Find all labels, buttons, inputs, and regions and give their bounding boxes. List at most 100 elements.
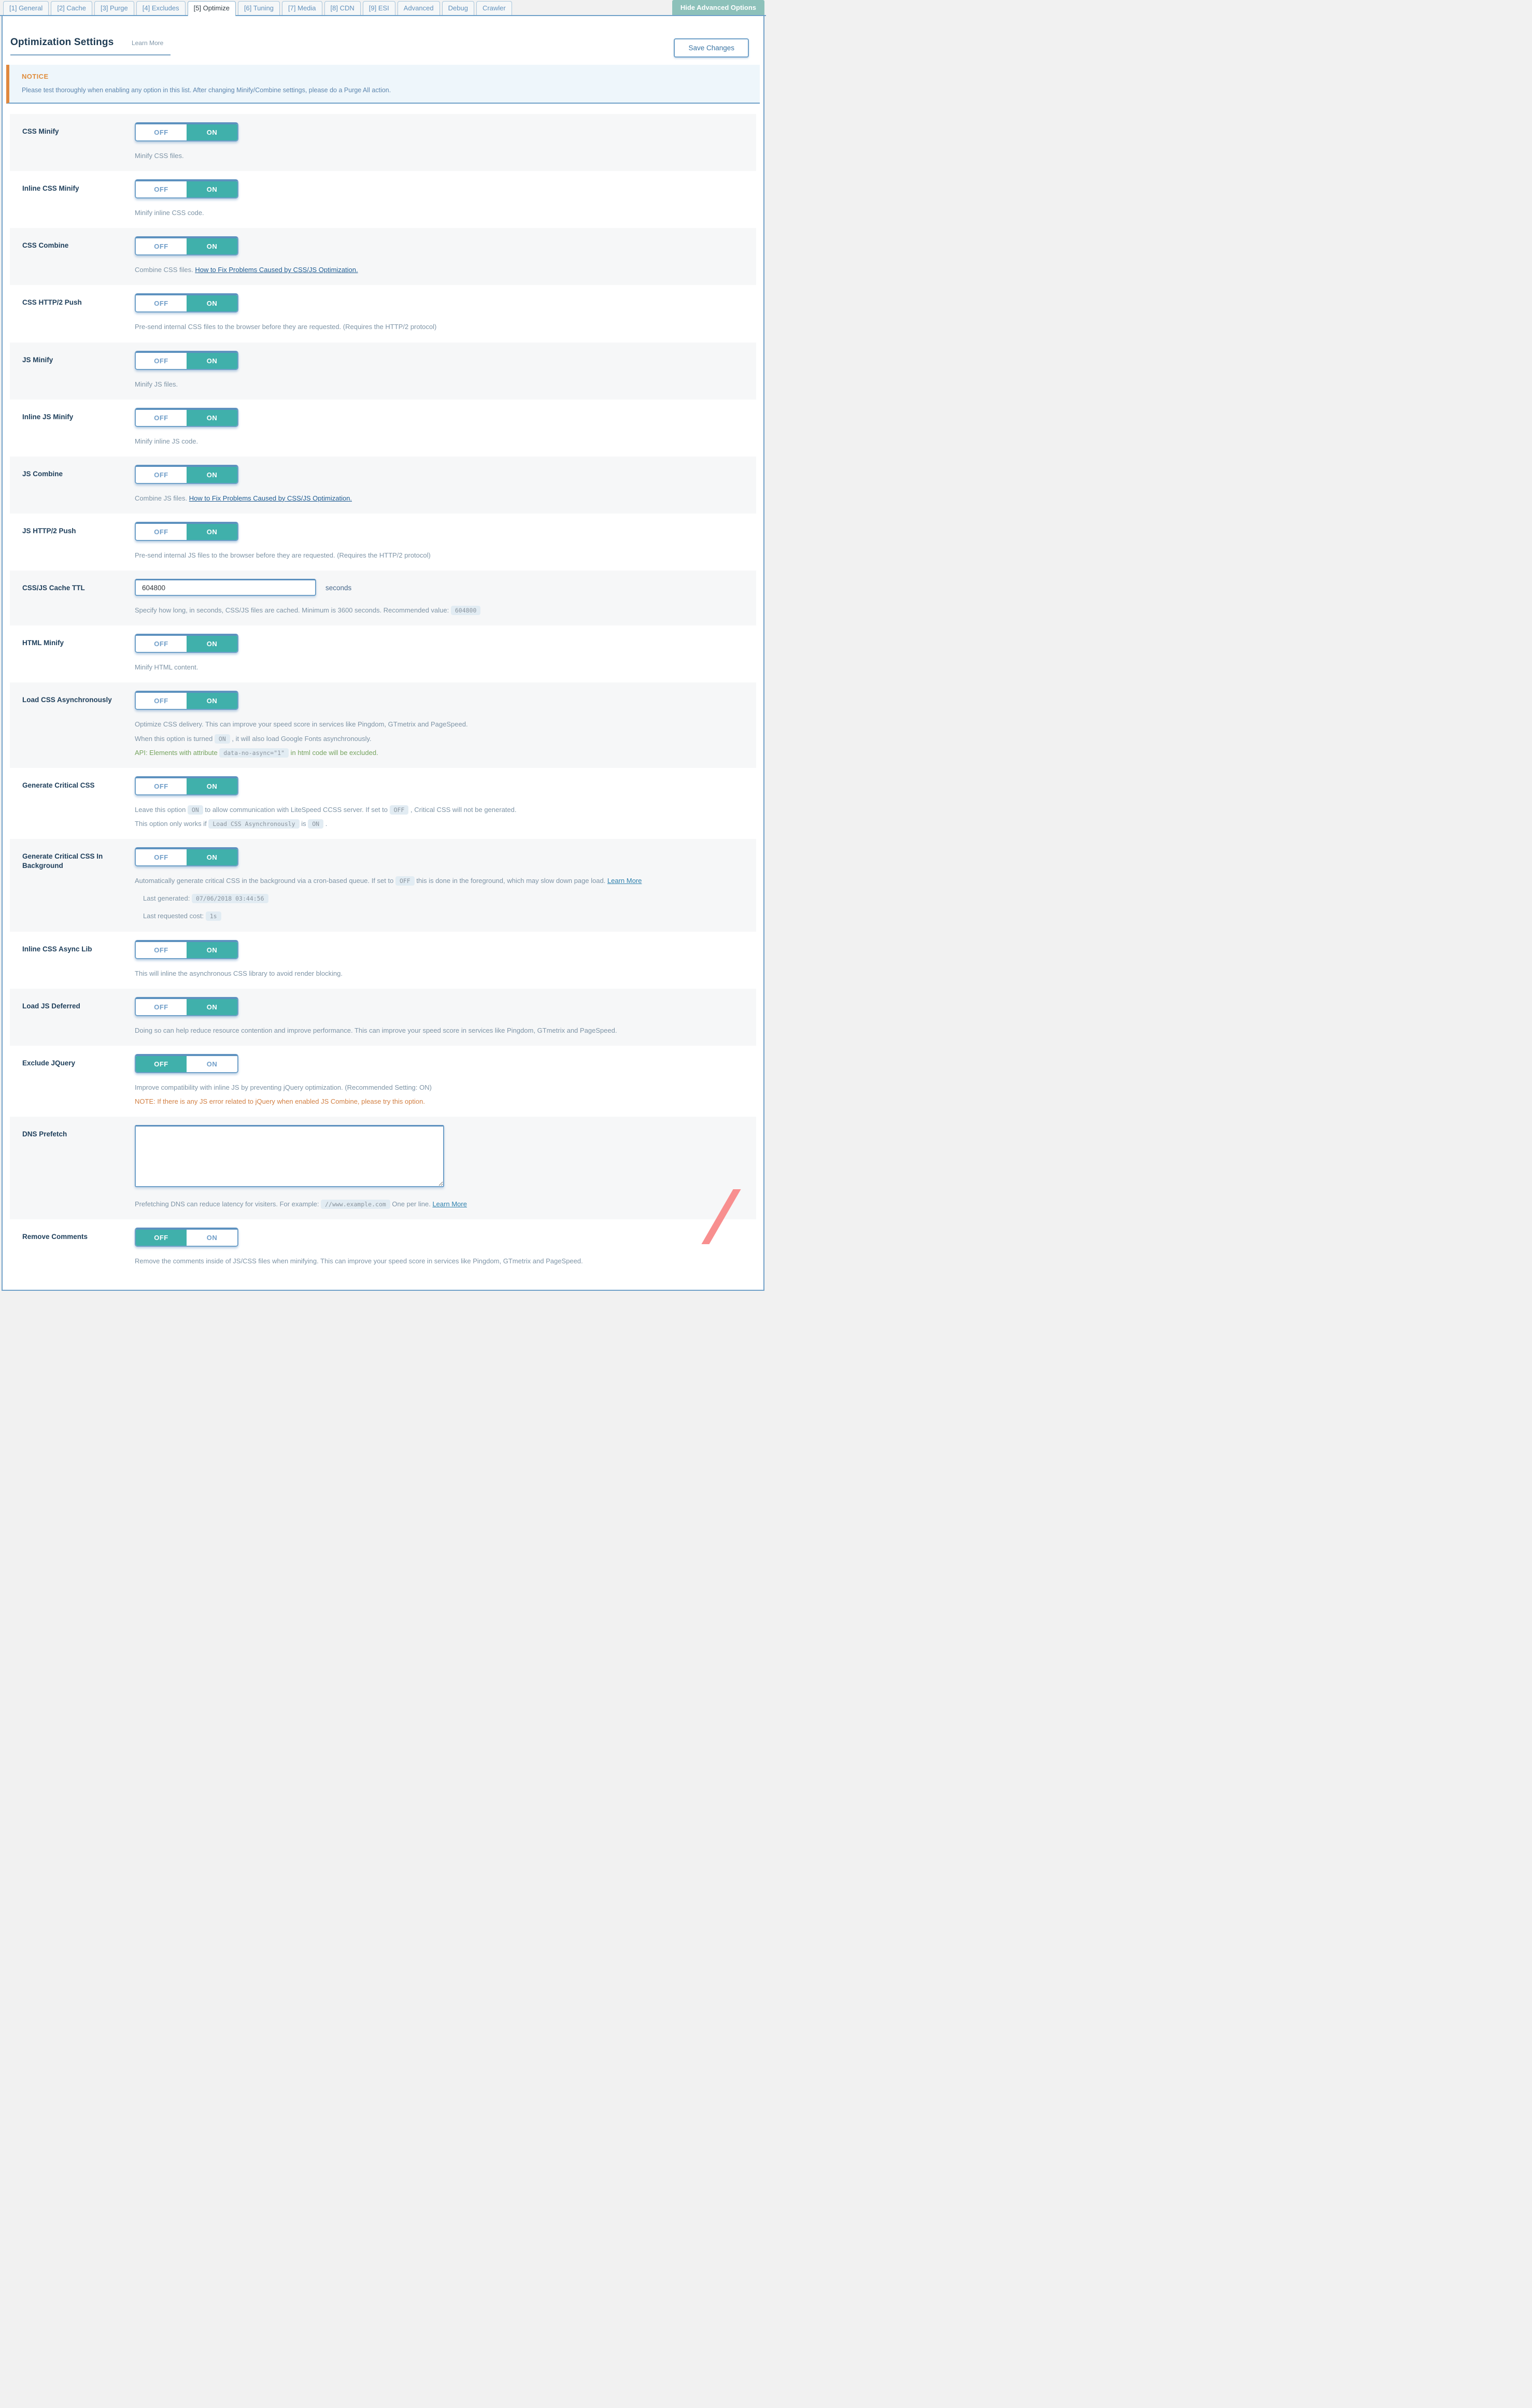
toggle-off-button[interactable]: OFF: [136, 409, 187, 426]
description-line: This option only works if Load CSS Async…: [135, 819, 741, 829]
toggle-on-button[interactable]: ON: [187, 778, 237, 794]
generate-critical-css-toggle[interactable]: OFF ON: [135, 776, 238, 795]
toggle-off-button[interactable]: OFF: [136, 466, 187, 483]
tab-6-tuning[interactable]: [6] Tuning: [237, 1, 280, 15]
tab-9-esi[interactable]: [9] ESI: [362, 1, 395, 15]
toggle-off-button[interactable]: OFF: [136, 238, 187, 255]
load-css-asynchronously-toggle[interactable]: OFF ON: [135, 691, 238, 710]
learn-more-link[interactable]: Learn More: [432, 1200, 467, 1208]
setting-row-inline-js-minify: Inline JS Minify OFF ON Minify inline JS co…: [10, 399, 756, 457]
toggle-on-button[interactable]: ON: [187, 238, 237, 255]
hide-advanced-options-button[interactable]: Hide Advanced Options: [672, 0, 764, 15]
setting-row-load-css-asynchronously: Load CSS Asynchronously OFF ON Optimize CSS…: [10, 682, 756, 768]
description-text: Minify CSS files.: [135, 152, 184, 160]
setting-label: Inline JS Minify: [22, 412, 74, 421]
js-http-2-push-toggle[interactable]: OFF ON: [135, 521, 238, 541]
header-learn-more-link[interactable]: Learn More: [131, 39, 164, 47]
toggle-on-button[interactable]: ON: [187, 409, 237, 426]
css-js-cache-ttl-input[interactable]: [135, 579, 316, 596]
description-text: Pre-send internal CSS files to the brows…: [135, 323, 437, 331]
toggle-off-button[interactable]: OFF: [136, 1056, 187, 1072]
css-http-2-push-toggle[interactable]: OFF ON: [135, 293, 238, 313]
description-line: Last generated: 07/06/2018 03:44:56: [143, 893, 741, 904]
inline-css-minify-toggle[interactable]: OFF ON: [135, 179, 238, 199]
remove-comments-toggle[interactable]: OFF ON: [135, 1228, 238, 1247]
html-minify-toggle[interactable]: OFF ON: [135, 634, 238, 653]
css-combine-toggle[interactable]: OFF ON: [135, 236, 238, 256]
toggle-on-button[interactable]: ON: [187, 124, 237, 140]
learn-more-link[interactable]: Learn More: [607, 877, 642, 885]
setting-control-area: OFF ON Minify inline JS code.: [135, 407, 741, 450]
setting-row-css-http-2-push: CSS HTTP/2 Push OFF ON Pre-send internal CS…: [10, 285, 756, 343]
toggle-off-button[interactable]: OFF: [136, 523, 187, 540]
toggle-on-button[interactable]: ON: [187, 693, 237, 709]
tab-crawler[interactable]: Crawler: [476, 1, 512, 15]
setting-control-area: OFF ON Minify JS files.: [135, 350, 741, 393]
toggle-off-button[interactable]: OFF: [136, 636, 187, 652]
code-snippet: //www.example.com: [321, 1200, 390, 1209]
toggle-off-button[interactable]: OFF: [136, 352, 187, 369]
setting-row-exclude-jquery: Exclude JQuery OFF ON Improve compatibility…: [10, 1045, 756, 1117]
description-line: When this option is turned ON , it will …: [135, 734, 741, 744]
setting-description: Pre-send internal JS files to the browse…: [135, 550, 741, 561]
toggle-on-button[interactable]: ON: [187, 1056, 237, 1072]
inline-css-async-lib-toggle[interactable]: OFF ON: [135, 939, 238, 959]
description-text: NOTE: If there is any JS error related t…: [135, 1097, 425, 1105]
exclude-jquery-toggle[interactable]: OFF ON: [135, 1053, 238, 1073]
page-title: Optimization Settings: [10, 37, 114, 48]
toggle-off-button[interactable]: OFF: [136, 693, 187, 709]
how-to-fix-problems-caused-by-css-js-optimization-link[interactable]: How to Fix Problems Caused by CSS/JS Opt…: [189, 494, 352, 502]
toggle-on-button[interactable]: ON: [187, 999, 237, 1015]
toggle-off-button[interactable]: OFF: [136, 295, 187, 312]
tab-advanced[interactable]: Advanced: [397, 1, 440, 15]
js-minify-toggle[interactable]: OFF ON: [135, 350, 238, 370]
setting-description: Pre-send internal CSS files to the brows…: [135, 322, 741, 332]
tab-1-general[interactable]: [1] General: [3, 1, 49, 15]
toggle-on-button[interactable]: ON: [187, 295, 237, 312]
setting-control-area: OFF ON This will inline the asynchronous C…: [135, 939, 741, 982]
page-header: Optimization Settings Learn More Save Ch…: [3, 16, 763, 59]
inline-js-minify-toggle[interactable]: OFF ON: [135, 407, 238, 427]
toggle-on-button[interactable]: ON: [187, 466, 237, 483]
toggle-off-button[interactable]: OFF: [136, 999, 187, 1015]
toggle-on-button[interactable]: ON: [187, 636, 237, 652]
tab-8-cdn[interactable]: [8] CDN: [324, 1, 361, 15]
toggle-off-button[interactable]: OFF: [136, 778, 187, 794]
css-minify-toggle[interactable]: OFF ON: [135, 122, 238, 141]
toggle-off-button[interactable]: OFF: [136, 124, 187, 140]
setting-row-html-minify: HTML Minify OFF ON Minify HTML content.: [10, 625, 756, 683]
description-text: Improve compatibility with inline JS by …: [135, 1083, 432, 1091]
load-js-deferred-toggle[interactable]: OFF ON: [135, 996, 238, 1016]
toggle-on-button[interactable]: ON: [187, 352, 237, 369]
tab-5-optimize[interactable]: [5] Optimize: [187, 1, 236, 16]
dns-prefetch-textarea[interactable]: [135, 1125, 444, 1188]
save-changes-button[interactable]: Save Changes: [674, 38, 749, 58]
setting-label: HTML Minify: [22, 639, 64, 647]
toggle-on-button[interactable]: ON: [187, 1230, 237, 1246]
toggle-on-button[interactable]: ON: [187, 849, 237, 866]
notice-title: NOTICE: [22, 73, 49, 80]
setting-row-generate-critical-css-in-background: Generate Critical CSS In Background OFF ON…: [10, 839, 756, 932]
setting-description: Combine CSS files. How to Fix Problems C…: [135, 265, 741, 275]
tab-debug[interactable]: Debug: [442, 1, 474, 15]
toggle-on-button[interactable]: ON: [187, 181, 237, 198]
tab-4-excludes[interactable]: [4] Excludes: [136, 1, 186, 15]
description-text: , Critical CSS will not be generated.: [408, 805, 517, 814]
js-combine-toggle[interactable]: OFF ON: [135, 464, 238, 484]
tab-3-purge[interactable]: [3] Purge: [94, 1, 134, 15]
setting-label: Exclude JQuery: [22, 1059, 76, 1067]
tab-7-media[interactable]: [7] Media: [282, 1, 322, 15]
settings-container: Optimization Settings Learn More Save Ch…: [2, 16, 764, 1291]
how-to-fix-problems-caused-by-css-js-optimization-link[interactable]: How to Fix Problems Caused by CSS/JS Opt…: [195, 266, 358, 274]
description-line: Minify inline CSS code.: [135, 208, 741, 218]
generate-critical-css-in-background-toggle[interactable]: OFF ON: [135, 847, 238, 867]
setting-control-area: OFF ON Combine CSS files. How to Fix Probl…: [135, 236, 741, 279]
toggle-on-button[interactable]: ON: [187, 942, 237, 958]
toggle-off-button[interactable]: OFF: [136, 942, 187, 958]
toggle-off-button[interactable]: OFF: [136, 181, 187, 198]
toggle-off-button[interactable]: OFF: [136, 849, 187, 866]
tab-2-cache[interactable]: [2] Cache: [51, 1, 92, 15]
toggle-on-button[interactable]: ON: [187, 523, 237, 540]
setting-control-area: OFF ON Optimize CSS delivery. This can imp…: [135, 691, 741, 761]
toggle-off-button[interactable]: OFF: [136, 1230, 187, 1246]
